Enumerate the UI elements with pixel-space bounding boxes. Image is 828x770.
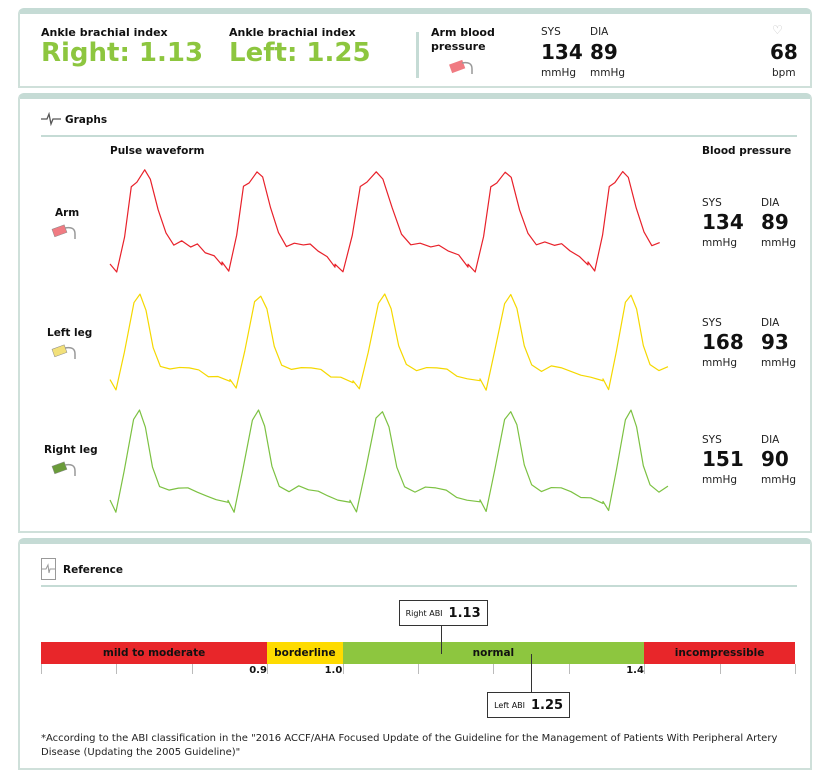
segment-normal: normal xyxy=(342,642,645,664)
waveform-left-leg xyxy=(109,293,669,391)
dia-value: 90 xyxy=(761,447,789,471)
sys-unit: mmHg xyxy=(702,474,738,486)
graphs-card: Graphs Pulse waveform Blood pressure Arm… xyxy=(18,93,812,533)
scale-tick xyxy=(41,664,42,674)
dia-value: 89 xyxy=(761,210,789,234)
tick-label: 0.9 xyxy=(249,665,267,676)
graphs-rule xyxy=(41,135,797,137)
scale-tick xyxy=(493,664,495,674)
sys-label: SYS xyxy=(702,317,722,329)
arm-bp-label: Arm blood pressure xyxy=(431,26,495,53)
scale-tick xyxy=(342,664,344,674)
pulse-waveform-header: Pulse waveform xyxy=(110,145,205,157)
summary-card: Ankle brachial index Right: 1.13 Ankle b… xyxy=(18,8,812,88)
sys-value: 151 xyxy=(702,447,744,471)
abi-left-label: Ankle brachial index xyxy=(229,26,356,39)
arm-sys-value: 134 xyxy=(541,40,583,64)
segment-borderline: borderline xyxy=(267,642,343,664)
pulse-value: 68 xyxy=(770,40,798,64)
reference-icon xyxy=(41,558,56,580)
scale-tick xyxy=(568,664,570,674)
dia-label: DIA xyxy=(761,197,780,209)
dia-value: 93 xyxy=(761,330,789,354)
dia-unit: mmHg xyxy=(761,474,797,486)
cuff-icon xyxy=(51,461,76,476)
arm-sys-label: SYS xyxy=(541,26,561,38)
scale-tick xyxy=(116,664,118,674)
dia-label: DIA xyxy=(761,317,780,329)
row-label: Right leg xyxy=(44,444,98,456)
row-label: Arm xyxy=(55,207,80,219)
reference-title: Reference xyxy=(63,564,124,576)
cuff-icon xyxy=(51,344,76,359)
scale-tick xyxy=(644,664,646,674)
left-abi-label: Left ABI xyxy=(494,700,526,710)
abi-scale: mild to moderate borderline normal incompre… xyxy=(41,600,796,718)
left-abi-value: 1.25 xyxy=(531,697,564,713)
tick-label: 1.0 xyxy=(324,665,343,676)
abi-right-value: Right: 1.13 xyxy=(41,38,204,68)
arm-cuff-icon xyxy=(449,59,473,74)
tick-label: 1.4 xyxy=(626,665,644,676)
right-abi-label: Right ABI xyxy=(405,608,443,618)
sys-unit: mmHg xyxy=(702,237,738,249)
row-label: Left leg xyxy=(47,327,93,339)
left-abi-callout: Left ABI 1.25 xyxy=(487,692,571,718)
left-abi-pointer xyxy=(531,654,533,694)
waveform-right-leg xyxy=(109,409,669,513)
reference-rule xyxy=(41,585,797,587)
waveform-chart xyxy=(109,169,669,513)
segment-mild-to-moderate: mild to moderate xyxy=(41,642,268,664)
reference-card: Reference mild to moderate borderline norm… xyxy=(18,538,812,770)
cuff-icon xyxy=(51,224,76,239)
pulse-unit: bpm xyxy=(772,67,796,79)
dia-unit: mmHg xyxy=(761,357,797,369)
scale-tick xyxy=(267,664,269,674)
graphs-title: Graphs xyxy=(65,114,108,126)
arm-dia-label: DIA xyxy=(590,26,609,38)
abi-left-value: Left: 1.25 xyxy=(229,38,371,68)
arm-sys-unit: mmHg xyxy=(541,67,577,79)
right-abi-value: 1.13 xyxy=(448,605,481,621)
blood-pressure-header: Blood pressure xyxy=(702,145,792,157)
sys-label: SYS xyxy=(702,434,722,446)
footnote: *According to the ABI classification in … xyxy=(41,733,778,758)
right-abi-callout: Right ABI 1.13 xyxy=(398,600,488,626)
sys-label: SYS xyxy=(702,197,722,209)
arm-dia-value: 89 xyxy=(590,40,618,64)
arm-dia-unit: mmHg xyxy=(590,67,626,79)
segment-incompressible: incompressible xyxy=(644,642,795,664)
dia-label: DIA xyxy=(761,434,780,446)
waveform-arm xyxy=(109,169,660,273)
scale-tick xyxy=(418,664,419,674)
sys-value: 168 xyxy=(702,330,744,354)
sys-unit: mmHg xyxy=(702,357,738,369)
right-abi-pointer xyxy=(440,624,442,654)
heart-icon: ♡ xyxy=(772,23,783,37)
divider xyxy=(416,32,419,78)
scale-tick xyxy=(719,664,721,674)
scale-tick xyxy=(795,664,796,674)
sys-value: 134 xyxy=(702,210,744,234)
waveform-icon xyxy=(41,112,61,126)
dia-unit: mmHg xyxy=(761,237,797,249)
abi-right-label: Ankle brachial index xyxy=(41,26,168,39)
scale-tick xyxy=(191,664,193,674)
